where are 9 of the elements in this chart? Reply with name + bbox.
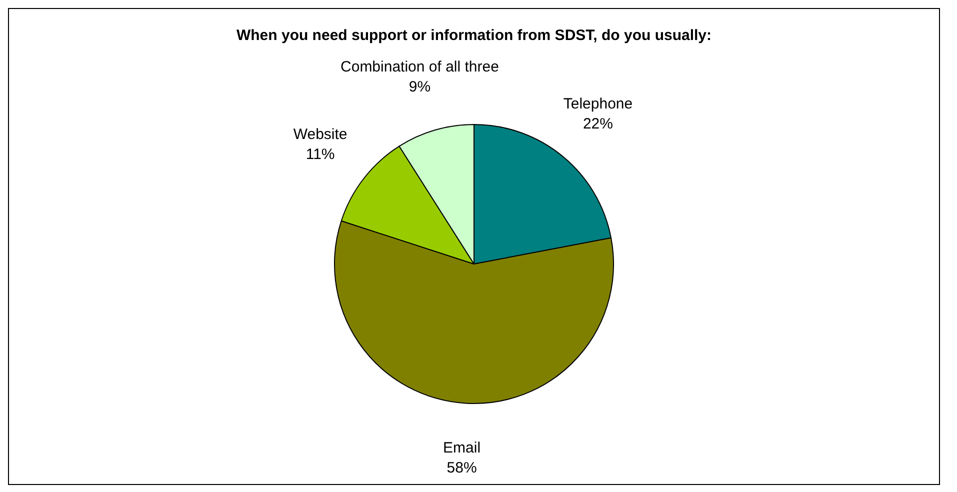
data-label: 22% (582, 115, 613, 132)
data-label: 11% (306, 146, 335, 163)
chart-title: When you need support or information from SDST, do you usually: (235, 27, 712, 44)
slice-label: Email (443, 439, 481, 456)
data-label: 58% (446, 459, 477, 476)
data-label: 9% (408, 78, 431, 96)
slice-label: Telephone (563, 95, 633, 112)
slice-label: Combination of all three (340, 58, 499, 76)
slice-label: Website (293, 126, 348, 143)
